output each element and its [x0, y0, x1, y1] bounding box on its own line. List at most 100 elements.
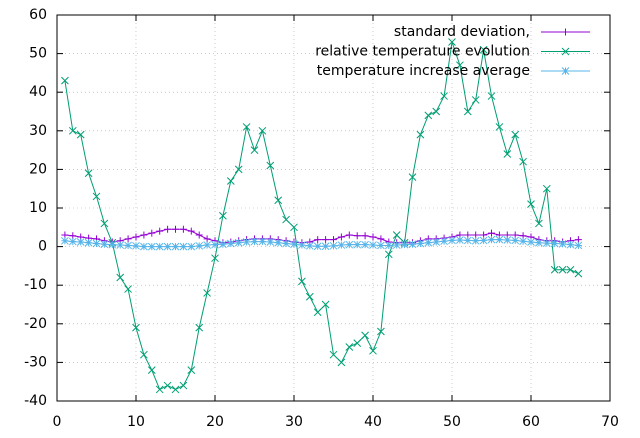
y-tick-label: -30 — [24, 354, 47, 370]
point — [456, 236, 464, 244]
x-tick-label: 40 — [364, 414, 382, 430]
point — [345, 240, 354, 249]
point — [432, 238, 441, 246]
point — [140, 350, 148, 359]
point — [266, 161, 275, 170]
point — [211, 254, 219, 263]
x-tick-label: 50 — [443, 414, 461, 430]
point — [448, 236, 456, 245]
point — [495, 235, 504, 244]
point — [361, 240, 369, 249]
point — [511, 236, 520, 245]
point — [156, 227, 164, 235]
point — [558, 265, 567, 274]
point — [487, 235, 496, 244]
point — [108, 240, 117, 249]
point — [140, 231, 148, 239]
point — [511, 130, 520, 139]
point — [203, 241, 211, 249]
point — [124, 241, 132, 250]
point — [384, 241, 393, 250]
legend-marker — [561, 47, 570, 56]
point — [132, 323, 140, 332]
point — [313, 308, 322, 317]
point — [321, 242, 330, 251]
legend-marker — [562, 28, 569, 36]
point — [179, 225, 187, 233]
point — [361, 232, 369, 240]
point — [100, 219, 109, 228]
point — [448, 38, 456, 46]
point — [503, 236, 512, 244]
point — [203, 289, 211, 297]
y-tick-label: 0 — [38, 239, 47, 255]
point — [337, 233, 345, 241]
point — [322, 236, 330, 244]
point — [487, 92, 496, 100]
point — [377, 241, 385, 250]
point — [519, 157, 527, 166]
y-tick-label: -10 — [24, 277, 47, 293]
legend-label: standard deviation, — [394, 24, 530, 40]
point — [155, 385, 164, 394]
point — [535, 238, 543, 247]
point — [353, 339, 362, 347]
point — [361, 331, 369, 340]
point — [226, 239, 235, 248]
point — [369, 233, 377, 241]
point — [471, 236, 480, 245]
point — [250, 146, 259, 154]
point — [195, 241, 204, 250]
point — [542, 239, 551, 247]
point — [155, 242, 164, 251]
point — [305, 292, 314, 301]
series-line — [64, 41, 579, 391]
point — [574, 241, 583, 250]
point — [416, 239, 425, 248]
point — [148, 229, 156, 237]
y-tick-label: 30 — [29, 123, 47, 139]
point — [163, 381, 172, 390]
y-tick-label: 60 — [29, 7, 47, 23]
point — [163, 242, 172, 251]
point — [479, 45, 488, 54]
point — [456, 61, 464, 70]
point — [550, 265, 559, 274]
point — [187, 242, 196, 251]
legend-label: temperature increase average — [317, 63, 530, 79]
point — [298, 241, 306, 249]
point — [179, 242, 188, 251]
point — [76, 130, 85, 139]
point — [305, 241, 314, 250]
x-tick-label: 30 — [285, 414, 303, 430]
point — [566, 240, 575, 249]
x-tick-label: 10 — [127, 414, 145, 430]
point — [124, 235, 132, 243]
point — [140, 242, 148, 251]
point — [132, 241, 140, 250]
point — [298, 277, 306, 286]
point — [330, 236, 337, 244]
series-line — [64, 228, 579, 244]
point — [495, 123, 504, 131]
series-line — [64, 239, 579, 248]
point — [345, 343, 354, 351]
point — [408, 240, 417, 249]
point — [274, 238, 283, 247]
point — [519, 237, 527, 246]
point — [92, 239, 101, 248]
point — [100, 240, 109, 249]
point — [203, 235, 211, 243]
point — [290, 223, 298, 232]
point — [416, 130, 425, 139]
point — [242, 238, 251, 246]
point — [172, 225, 179, 233]
point — [132, 233, 140, 241]
point — [424, 238, 433, 247]
point — [408, 173, 417, 181]
point — [68, 237, 77, 246]
series — [61, 38, 583, 394]
legend-marker — [561, 67, 570, 75]
point — [566, 265, 575, 274]
